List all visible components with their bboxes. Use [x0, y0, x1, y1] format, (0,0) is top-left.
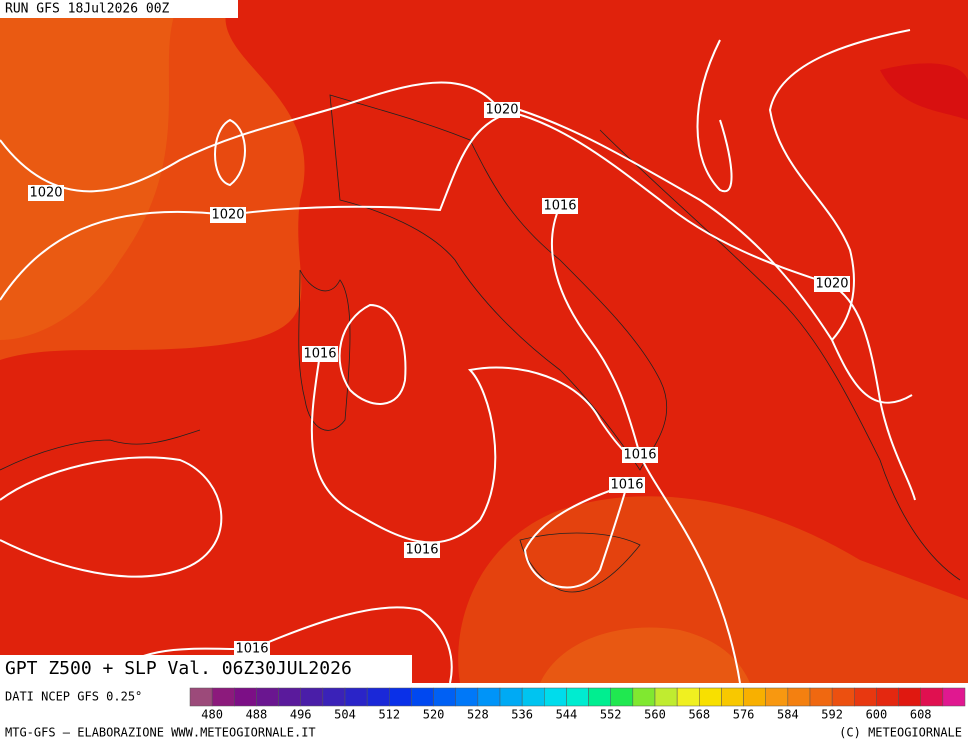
legend-label: 552 — [600, 708, 622, 722]
legend-swatch — [322, 687, 346, 707]
legend-label: 504 — [334, 708, 356, 722]
legend-label: 584 — [777, 708, 799, 722]
isobar-label: 1016 — [303, 347, 336, 362]
legend-swatch — [854, 687, 877, 707]
title-box — [0, 655, 412, 683]
legend-label: 480 — [201, 708, 223, 722]
legend-label: 528 — [467, 708, 489, 722]
legend-label: 568 — [688, 708, 710, 722]
legend-swatch — [499, 687, 523, 707]
legend-swatch — [898, 687, 921, 707]
legend-label: 576 — [733, 708, 755, 722]
warm-area — [540, 627, 750, 683]
footer-right: (C) METEOGIORNALE — [839, 726, 962, 740]
isobar-label: 1016 — [543, 199, 576, 214]
legend-swatch — [366, 687, 390, 707]
isobar-label-box — [542, 198, 578, 214]
isobar-label: 1020 — [211, 208, 244, 223]
cold-area — [880, 63, 968, 120]
legend-swatch — [300, 687, 324, 707]
footer-left: MTG-GFS — ELABORAZIONE WWW.METEOGIORNALE… — [5, 726, 316, 740]
legend-swatch — [676, 687, 700, 707]
legend-swatch — [721, 687, 744, 707]
header-box — [0, 0, 238, 18]
source-label: DATI NCEP GFS 0.25° — [5, 690, 142, 704]
isobar-label-box — [404, 542, 440, 558]
legend-swatch — [610, 687, 634, 707]
isobar-label: 1020 — [485, 103, 518, 118]
color-legend: 480 488 496 504 512 520 528 536 544 552 560 568 576 5… — [189, 687, 966, 722]
isobar-label-box — [814, 276, 850, 292]
isobars — [0, 29, 916, 684]
warm-area — [0, 0, 180, 340]
run-label: RUN GFS 18Jul2026 00Z — [5, 2, 170, 17]
legend-label: 560 — [644, 708, 666, 722]
isobar-label: 1016 — [623, 448, 656, 463]
legend-label: 608 — [910, 708, 932, 722]
legend-swatch — [876, 687, 899, 707]
isobar-label-box — [484, 102, 520, 118]
legend-swatch — [278, 687, 301, 707]
isobar-labels: 1020 1020 1020 1016 1020 1016 1016 1016 1016 1016 — [28, 102, 850, 657]
legend-swatch — [654, 687, 678, 707]
legend-swatch — [189, 687, 213, 707]
legend-swatch — [544, 687, 567, 707]
legend-label: 536 — [511, 708, 533, 722]
legend-swatch — [256, 687, 279, 707]
isobar-label: 1020 — [815, 277, 848, 292]
legend-label: 488 — [246, 708, 268, 722]
legend-swatch — [588, 687, 611, 707]
isobar-label-box — [302, 346, 338, 362]
legend-swatch — [699, 687, 722, 707]
legend-swatch — [455, 687, 479, 707]
legend-swatch — [632, 687, 656, 707]
legend-label: 600 — [866, 708, 888, 722]
isobar-label: 1020 — [29, 186, 62, 201]
isobar-label-box — [609, 477, 645, 493]
coastlines — [0, 94, 961, 593]
isobar-label: 1016 — [235, 642, 268, 657]
legend-swatch — [765, 687, 789, 707]
isobar-label-box — [622, 447, 658, 463]
legend-swatch — [411, 687, 434, 707]
isobar-label-box — [28, 185, 64, 201]
legend-swatch — [477, 687, 501, 707]
isobar-label: 1016 — [405, 543, 438, 558]
legend-swatch — [920, 687, 944, 707]
legend-swatch — [566, 687, 589, 707]
legend-swatch — [787, 687, 811, 707]
isobar-label-box — [234, 641, 270, 657]
legend-swatch — [831, 687, 855, 707]
isobar-label: 1016 — [610, 478, 643, 493]
legend-swatch — [809, 687, 833, 707]
map-title: GPT Z500 + SLP Val. 06Z30JUL2026 — [5, 658, 352, 679]
legend-swatch — [389, 687, 412, 707]
legend-swatch — [344, 687, 368, 707]
legend-swatch — [743, 687, 766, 707]
legend-label: 544 — [556, 708, 578, 722]
legend-label: 520 — [423, 708, 445, 722]
legend-label: 592 — [821, 708, 843, 722]
isobar-label-box — [210, 207, 246, 223]
legend-swatch — [211, 687, 235, 707]
legend-label: 496 — [290, 708, 312, 722]
legend-swatch — [234, 687, 257, 707]
legend-swatch — [942, 687, 966, 707]
legend-swatch — [433, 687, 456, 707]
legend-swatch — [521, 687, 545, 707]
legend-label: 512 — [378, 708, 400, 722]
